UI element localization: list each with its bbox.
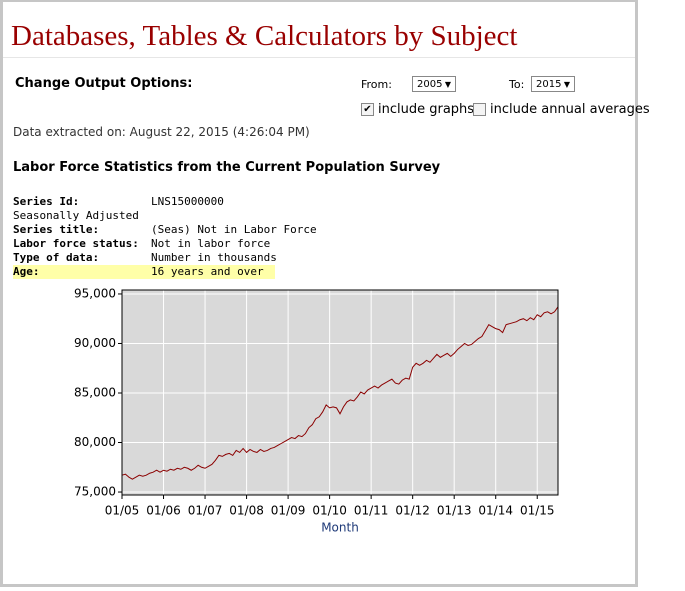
x-tick-label: 01/14 (478, 504, 513, 518)
info-row: Age: 16 years and over (13, 265, 275, 279)
info-row: Series title: (Seas) Not in Labor Force (13, 223, 317, 237)
annual-checkbox[interactable] (473, 103, 486, 116)
graphs-label: include graphs (378, 102, 475, 117)
info-key: Seasonally Adjusted (13, 209, 139, 222)
info-value: LNS15000000 (151, 195, 224, 208)
info-key: Age: (13, 265, 40, 278)
options-label: Change Output Options: (15, 76, 193, 91)
extracted-date: Data extracted on: August 22, 2015 (4:26… (13, 125, 310, 139)
plot-border (121, 289, 559, 496)
info-key: Series Id: (13, 195, 80, 208)
info-value: Number in thousands (151, 251, 277, 264)
info-key: Type of data: (13, 251, 100, 264)
x-tick-label: 01/11 (354, 504, 389, 518)
info-row: Type of data: Number in thousands (13, 251, 277, 265)
y-tick-label: 85,000 (74, 385, 116, 399)
y-tick-label: 95,000 (74, 286, 116, 300)
from-select[interactable]: 2005 (412, 76, 456, 93)
info-value: Not in labor force (151, 237, 271, 250)
to-select[interactable]: 2015 (531, 76, 575, 93)
x-tick-label: 01/15 (520, 504, 555, 518)
info-key: Labor force status: (13, 237, 139, 250)
to-label: To: (509, 78, 525, 91)
info-row: Series Id: LNS15000000 (13, 195, 275, 209)
info-row: Labor force status: Not in labor force (13, 237, 275, 251)
chart: 75,000 80,000 85,000 90,000 95,000 01/05 01/06… (74, 286, 559, 535)
info-row: Seasonally Adjusted (13, 209, 275, 223)
x-tick-label: 01/05 (105, 504, 140, 518)
y-tick-label: 90,000 (74, 336, 116, 350)
info-value: 16 years and over (151, 265, 264, 278)
series-info: Series Id: LNS15000000 Seasonally Adjusted… (13, 195, 317, 279)
y-tick-label: 80,000 (74, 435, 116, 449)
series-heading: Labor Force Statistics from the Current … (13, 160, 441, 175)
divider (3, 57, 635, 58)
x-tick-label: 01/08 (229, 504, 264, 518)
graphs-checkbox[interactable]: ✔ (361, 103, 374, 116)
frame: Databases, Tables & Calculators by Subje… (0, 0, 638, 587)
annual-label: include annual averages (490, 102, 650, 117)
data-line (121, 306, 559, 480)
x-tick-label: 01/10 (312, 504, 347, 518)
from-label: From: (361, 78, 392, 91)
x-tick-label: 01/06 (146, 504, 181, 518)
y-tick-label: 75,000 (74, 485, 116, 499)
x-tick-label: 01/07 (188, 504, 223, 518)
x-tick-label: 01/13 (437, 504, 472, 518)
x-tick-label: 01/09 (271, 504, 306, 518)
info-key: Series title: (13, 223, 100, 236)
x-tick-label: 01/12 (395, 504, 430, 518)
info-value: (Seas) Not in Labor Force (151, 223, 317, 236)
x-axis-label: Month (321, 521, 359, 535)
page-title: Databases, Tables & Calculators by Subje… (11, 20, 518, 52)
